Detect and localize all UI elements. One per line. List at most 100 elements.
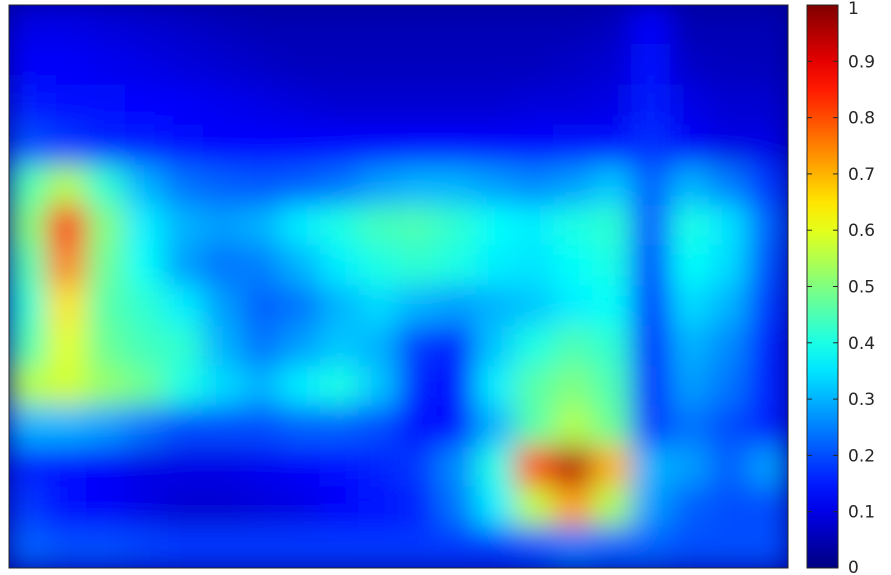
heatmap-cell: [748, 285, 788, 328]
heatmap-cell: [9, 205, 49, 248]
heatmap-cell: [592, 285, 634, 328]
heatmap-cell: [670, 84, 712, 127]
heatmap-cell: [748, 526, 788, 568]
colorbar-tick-label: 0.5: [848, 278, 875, 298]
heatmap-cell: [124, 486, 166, 529]
heatmap-cell: [319, 446, 361, 489]
heatmap-cell: [163, 124, 205, 167]
heatmap-cell: [592, 5, 634, 47]
heatmap-cell: [514, 486, 556, 529]
heatmap-cell: [709, 406, 751, 449]
heatmap-cell: [280, 5, 322, 47]
colorbar-tick-label: 0.3: [848, 390, 875, 410]
heatmap-cell: [241, 44, 283, 87]
heatmap-cell: [397, 245, 439, 288]
heatmap-cell: [436, 205, 478, 248]
heatmap-cell: [631, 124, 673, 167]
heatmap-cell: [124, 526, 166, 568]
colorbar-tick-label: 1: [848, 0, 859, 19]
heatmap-cell: [9, 245, 49, 288]
heatmap-cell: [241, 164, 283, 208]
heatmap-cell: [631, 205, 673, 248]
heatmap-cell: [9, 285, 49, 328]
heatmap-cell: [124, 406, 166, 449]
heatmap-cell: [85, 164, 127, 208]
heatmap-cell: [475, 205, 517, 248]
heatmap-cell: [592, 84, 634, 127]
heatmap-cell: [670, 446, 712, 489]
colorbar-tick-label: 0.8: [848, 109, 875, 129]
heatmap-cell: [163, 245, 205, 288]
heatmap-cell: [436, 84, 478, 127]
heatmap-cell: [9, 526, 49, 568]
colorbar-tick-label: 0: [848, 558, 859, 575]
heatmap-cell: [709, 446, 751, 489]
heatmap-cell: [358, 406, 400, 449]
heatmap-cell: [163, 164, 205, 208]
heatmap-cell: [241, 446, 283, 489]
heatmap-cell: [319, 205, 361, 248]
heatmap-cell: [9, 84, 49, 127]
heatmap-cell: [85, 365, 127, 409]
heatmap-cell: [241, 84, 283, 127]
heatmap-cell: [631, 365, 673, 409]
heatmap-cell: [475, 124, 517, 167]
heatmap-cell: [631, 526, 673, 568]
heatmap-cell: [670, 5, 712, 47]
heatmap-cell: [85, 486, 127, 529]
colorbar-tick-label: 0.4: [848, 334, 875, 354]
heatmap-cell: [553, 205, 595, 248]
heatmap-cell: [358, 5, 400, 47]
colorbar-gradient: [807, 5, 838, 568]
heatmap-cell: [46, 5, 88, 47]
heatmap-cell: [631, 406, 673, 449]
heatmap-cell: [592, 124, 634, 167]
heatmap-cell: [475, 365, 517, 409]
heatmap-cell: [163, 406, 205, 449]
heatmap-cell: [514, 164, 556, 208]
heatmap-cell: [553, 5, 595, 47]
heatmap-cell: [514, 325, 556, 368]
heatmap-cell: [475, 44, 517, 87]
heatmap-cell: [9, 365, 49, 409]
heatmap-cell: [670, 406, 712, 449]
heatmap-cell: [319, 526, 361, 568]
heatmap-cell: [280, 446, 322, 489]
heatmap-cell: [319, 365, 361, 409]
heatmap-cell: [241, 526, 283, 568]
heatmap-cell: [670, 245, 712, 288]
heatmap-cell: [436, 365, 478, 409]
heatmap-cell: [514, 5, 556, 47]
heatmap-cell: [319, 124, 361, 167]
heatmap-cell: [85, 5, 127, 47]
heatmap-cell: [163, 526, 205, 568]
heatmap-cell: [514, 406, 556, 449]
heatmap-cell: [241, 365, 283, 409]
heatmap-cell: [202, 486, 244, 529]
heatmap-cell: [46, 245, 88, 288]
heatmap-cell: [592, 406, 634, 449]
heatmap-cell: [319, 84, 361, 127]
heatmap-cell: [748, 406, 788, 449]
heatmap-cell: [9, 164, 49, 208]
heatmap-cell: [631, 5, 673, 47]
heatmap-cell: [553, 164, 595, 208]
heatmap-cell: [280, 526, 322, 568]
heatmap-cell: [748, 365, 788, 409]
heatmap-cell: [358, 325, 400, 368]
heatmap-cell: [670, 325, 712, 368]
heatmap-cell: [514, 205, 556, 248]
heatmap-cell: [553, 285, 595, 328]
heatmap-cell: [46, 84, 88, 127]
heatmap-cell: [358, 124, 400, 167]
heatmap-cell: [709, 365, 751, 409]
heatmap-cell: [124, 446, 166, 489]
heatmap-cell: [553, 84, 595, 127]
heatmap-cell: [436, 124, 478, 167]
heatmap-cell: [514, 285, 556, 328]
heatmap-cell: [397, 365, 439, 409]
heatmap-cell: [241, 124, 283, 167]
heatmap-cell: [202, 446, 244, 489]
heatmap-cell: [475, 5, 517, 47]
heatmap-cell: [436, 526, 478, 568]
